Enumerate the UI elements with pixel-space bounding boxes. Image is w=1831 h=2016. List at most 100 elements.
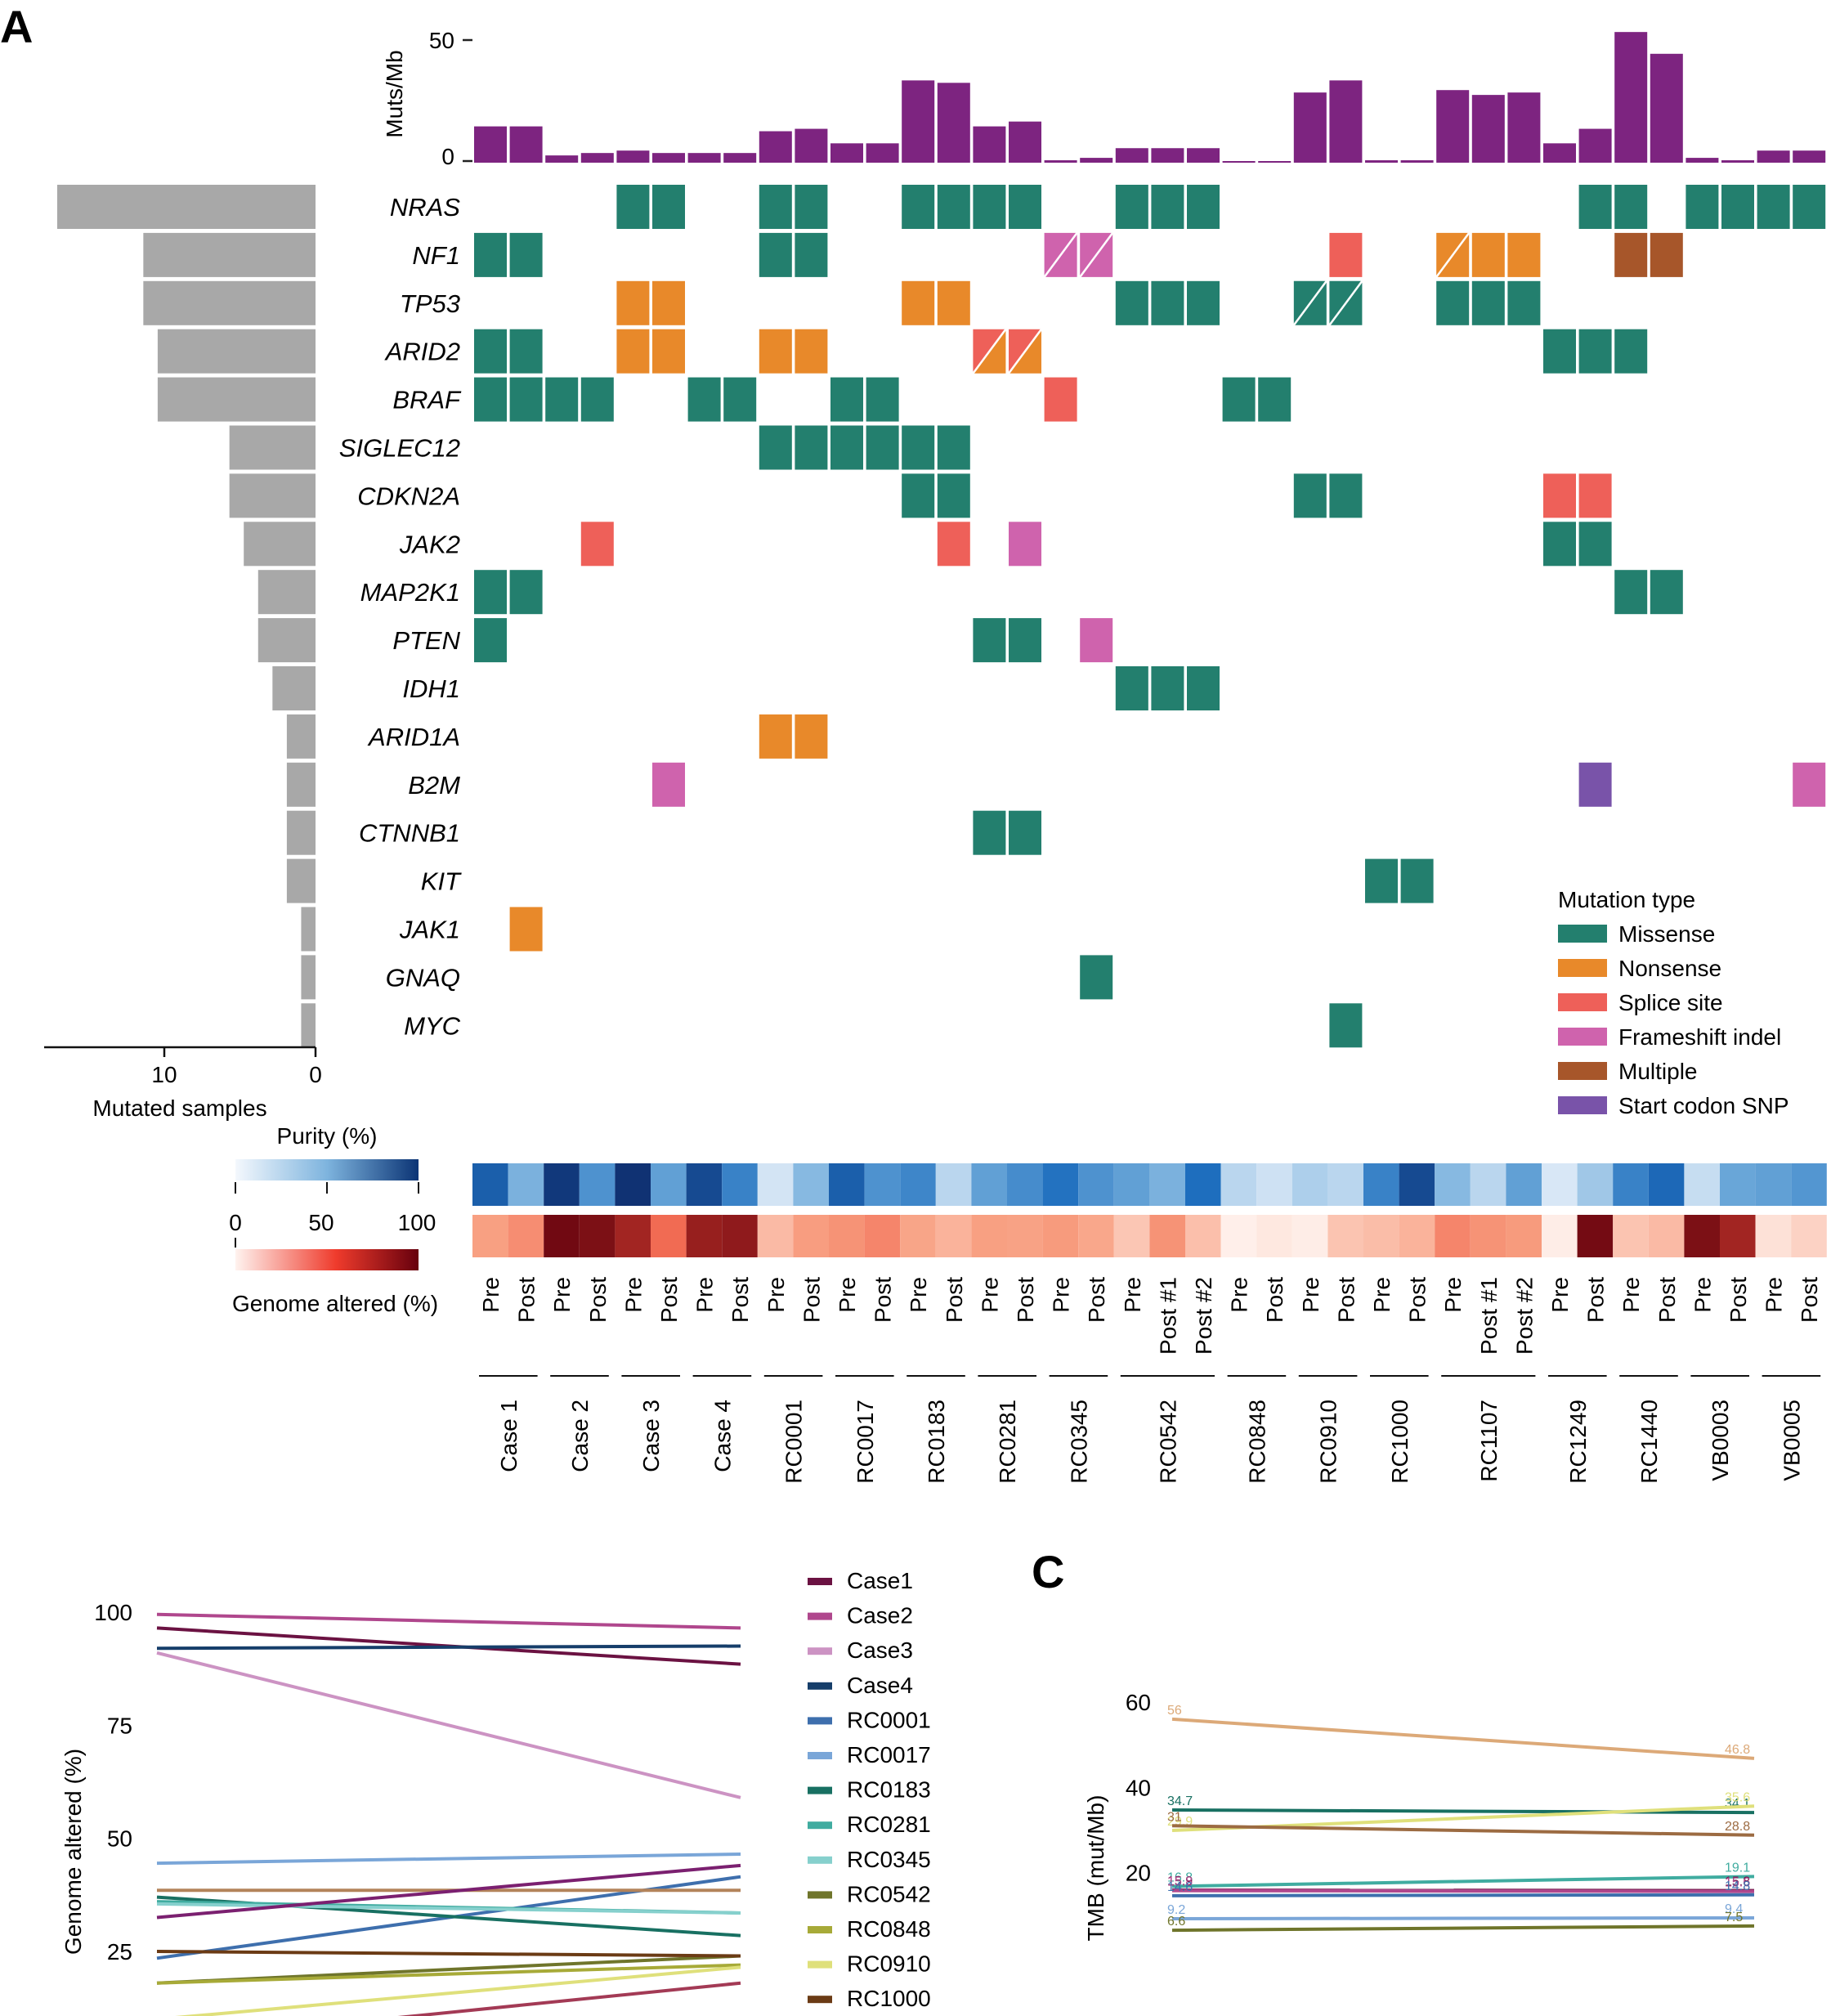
mutation-cell-NF1-32 — [1614, 232, 1648, 277]
purity-cell-14 — [971, 1163, 1007, 1206]
scale-legends: Purity (%) 0 50 100 Genome altered (%) — [229, 1123, 438, 1316]
sample-label-4: Pre — [620, 1277, 646, 1313]
mutation-cell-SIGLEC12-8 — [759, 425, 792, 470]
tmb-bar-19 — [1151, 148, 1184, 163]
mutation-cell-BRAF-7 — [723, 377, 757, 422]
genome-altered-cell-16 — [1042, 1215, 1079, 1257]
tmb-bar-27 — [1436, 90, 1470, 163]
case-label-VB0003: VB0003 — [1708, 1400, 1733, 1481]
genome-altered-cell-35 — [1720, 1215, 1756, 1257]
gene-label-ARID1A: ARID1A — [367, 723, 460, 751]
purity-cell-12 — [900, 1163, 936, 1206]
mutated-bar-GNAQ — [301, 955, 316, 1000]
tmb-tick-50: 50 — [429, 28, 454, 53]
genome-altered-cell-20 — [1185, 1215, 1221, 1257]
ga-line-RC0017 — [156, 1852, 741, 1866]
purity-cell-21 — [1220, 1163, 1257, 1206]
ga-ylabel: Genome altered (%) — [60, 1749, 86, 1955]
mutation-cell-divider-NF1-16 — [1043, 232, 1078, 278]
mutation-cell-MYC-24 — [1329, 1003, 1363, 1048]
mutated-bar-SIGLEC12 — [229, 425, 316, 470]
genome-altered-cell-33 — [1648, 1215, 1685, 1257]
sample-label-10: Pre — [835, 1277, 860, 1313]
tmb-bar-12 — [902, 80, 935, 163]
tmb-post-label-RC0281: 19.1 — [1725, 1861, 1750, 1875]
ga-legend-swatch-RC0542 — [808, 1891, 832, 1899]
mutated-bar-JAK1 — [301, 907, 316, 952]
sample-label-15: Post — [1013, 1277, 1038, 1323]
sample-label-29: Post #2 — [1511, 1277, 1537, 1355]
tmb-ytick-40: 40 — [1126, 1775, 1151, 1800]
tmb-post-label-RC0910: 35.6 — [1725, 1790, 1750, 1804]
tmb-bar-16 — [1044, 160, 1077, 163]
legend-label-splice-site: Splice site — [1618, 990, 1723, 1015]
tmb-line-ylabel: TMB (mut/Mb) — [1083, 1795, 1108, 1942]
ga-ytick-75: 75 — [107, 1713, 132, 1738]
panel-label-a: A — [0, 1, 33, 52]
genome-gradient-bar — [235, 1249, 419, 1270]
mutation-cell-NRAS-37 — [1793, 185, 1826, 229]
genome-altered-cell-4 — [615, 1215, 651, 1257]
gene-label-GNAQ: GNAQ — [386, 963, 460, 992]
sample-label-37: Post — [1797, 1277, 1822, 1323]
ga-legend-swatch-RC0017 — [808, 1752, 832, 1759]
ga-legend-swatch-RC0281 — [808, 1821, 832, 1830]
oncoprint-grid — [474, 185, 1826, 1048]
genome-altered-cell-13 — [935, 1215, 972, 1257]
genome-altered-cell-8 — [757, 1215, 794, 1257]
mutation-cell-BRAF-6 — [687, 377, 721, 422]
sample-label-6: Pre — [692, 1277, 718, 1313]
mutation-cell-NF1-8 — [759, 232, 792, 277]
sample-label-31: Post — [1583, 1277, 1609, 1323]
ga-line-Case3 — [156, 1651, 741, 1799]
purity-cell-32 — [1613, 1163, 1649, 1206]
mutated-bar-KIT — [286, 858, 316, 903]
mutation-cell-BRAF-16 — [1044, 377, 1077, 422]
mutation-cell-ARID1A-9 — [795, 714, 828, 759]
mutation-cell-divider-TP53-24 — [1328, 280, 1363, 326]
tmb-post-label-Case1: 15.8 — [1725, 1875, 1750, 1889]
tmb-ytick-60: 60 — [1126, 1690, 1151, 1715]
sample-label-2: Pre — [549, 1277, 575, 1313]
sample-label-26: Post — [1405, 1277, 1430, 1323]
genome-altered-cell-7 — [722, 1215, 758, 1257]
genome-legend-title: Genome altered (%) — [232, 1291, 438, 1316]
mutation-cell-BRAF-0 — [474, 377, 507, 422]
mutation-cell-NF1-29 — [1507, 232, 1541, 277]
sample-label-20: Post #2 — [1191, 1277, 1216, 1355]
case-label-RC0848: RC0848 — [1244, 1400, 1269, 1484]
genome-altered-cell-29 — [1506, 1215, 1542, 1257]
tmb-bar-24 — [1329, 80, 1363, 163]
mutation-cell-NF1-24 — [1329, 232, 1363, 277]
mutation-cell-B2M-37 — [1793, 762, 1826, 807]
mutation-cell-JAK2-3 — [580, 522, 614, 567]
genome-altered-cell-22 — [1256, 1215, 1292, 1257]
mutation-cell-NF1-28 — [1471, 232, 1505, 277]
mutation-cell-JAK2-30 — [1543, 522, 1576, 567]
tmb-bar-14 — [973, 126, 1006, 163]
tmb-bar-1 — [509, 126, 543, 163]
mutation-cell-TP53-4 — [616, 280, 650, 325]
tmb-bar-3 — [580, 153, 614, 163]
mutation-cell-ARID2-0 — [474, 329, 507, 374]
mutation-cell-NRAS-35 — [1721, 185, 1754, 229]
mutation-cell-TP53-27 — [1436, 280, 1470, 325]
case-label-VB0005: VB0005 — [1779, 1400, 1804, 1481]
purity-cell-30 — [1542, 1163, 1578, 1206]
mutation-type-legend: Mutation type Missense Nonsense Splice sit… — [1558, 887, 1789, 1118]
mutation-cell-SIGLEC12-13 — [937, 425, 970, 470]
case-label-RC1440: RC1440 — [1636, 1400, 1662, 1484]
purity-cell-5 — [651, 1163, 687, 1206]
purity-cell-10 — [829, 1163, 865, 1206]
case-label-RC1000: RC1000 — [1387, 1400, 1412, 1484]
genome-altered-cell-24 — [1327, 1215, 1363, 1257]
mutation-cell-KIT-26 — [1400, 858, 1434, 903]
genome-altered-cell-9 — [793, 1215, 829, 1257]
mutation-cell-NF1-33 — [1650, 232, 1683, 277]
ga-line-Case2 — [156, 1612, 741, 1630]
tmb-bar-23 — [1293, 92, 1327, 163]
mutation-cell-SIGLEC12-9 — [795, 425, 828, 470]
genome-altered-cell-18 — [1113, 1215, 1150, 1257]
tmb-bar-20 — [1187, 148, 1220, 163]
purity-cell-37 — [1791, 1163, 1827, 1206]
